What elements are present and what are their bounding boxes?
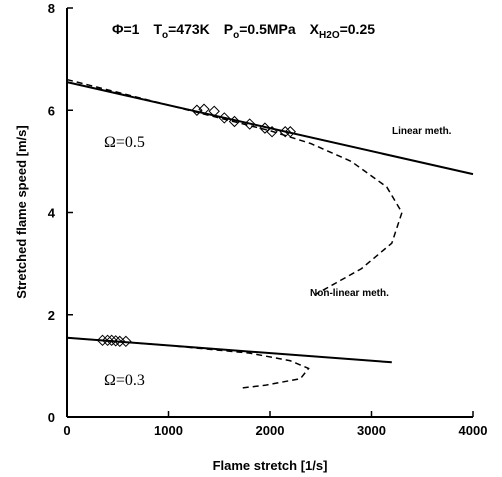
marker (266, 126, 278, 138)
x-tick-label: 3000 (357, 423, 386, 438)
marker (243, 118, 256, 130)
title-part: o (162, 30, 168, 41)
title-part: P (224, 21, 233, 37)
y-tick-label: 4 (48, 206, 56, 221)
marker (105, 334, 118, 347)
marker (279, 126, 291, 138)
y-axis-label: Stretched flame speed [m/s] (14, 125, 29, 298)
marker (120, 335, 132, 348)
marker (259, 122, 271, 134)
x-tick-label: 1000 (154, 423, 183, 438)
title-part: Φ=1 (112, 21, 140, 37)
marker (101, 334, 114, 347)
marker (218, 112, 231, 124)
title-part: H (319, 30, 326, 41)
x-axis-label: Flame stretch [1/s] (213, 458, 328, 473)
y-tick-label: 8 (48, 1, 55, 16)
chart-title: Φ=1 To=473K Po=0.5MPa XH2O=0.25 (112, 21, 375, 41)
marker (96, 334, 109, 347)
y-tick-label: 2 (48, 308, 55, 323)
x-tick-label: 2000 (256, 423, 285, 438)
annotation: Linear meth. (392, 126, 452, 137)
annotation: Ω=0.3 (104, 372, 145, 389)
dashed-line (66, 337, 310, 389)
marker (198, 103, 210, 115)
y-tick-label: 6 (48, 103, 55, 118)
title-part: =473K (168, 21, 210, 37)
marker (284, 126, 297, 138)
title-part: =0.5MPa (239, 21, 296, 37)
dashed-line (66, 78, 403, 295)
title-part: =0.25 (340, 21, 376, 37)
annotation: Non-linear meth. (310, 288, 389, 299)
annotation: Ω=0.5 (104, 134, 145, 151)
x-tick-label: 4000 (459, 423, 488, 438)
title-part: O (332, 30, 340, 41)
marker (228, 115, 241, 128)
x-tick-label: 0 (63, 423, 70, 438)
title-part: o (233, 30, 239, 41)
title-part: X (310, 21, 320, 37)
y-tick-label: 0 (48, 410, 55, 425)
title-part: T (153, 21, 162, 37)
marker (110, 335, 122, 347)
marker (208, 105, 220, 117)
title-part: 2 (326, 30, 332, 41)
